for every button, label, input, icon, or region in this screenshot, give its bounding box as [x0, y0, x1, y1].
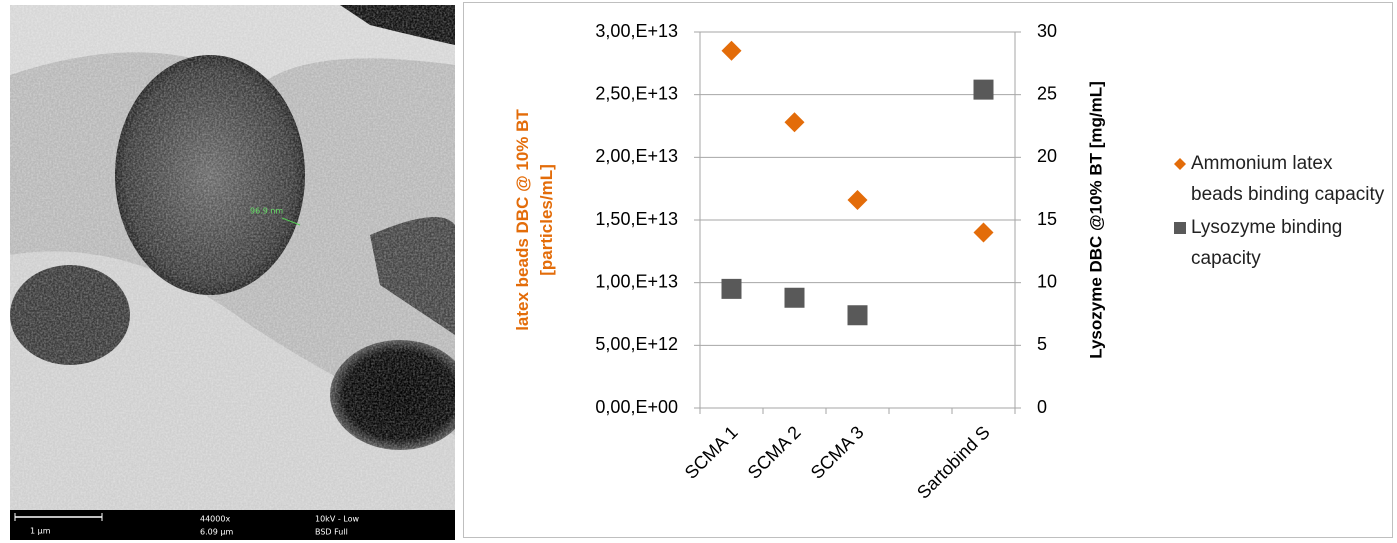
y-tick-label: 5,00,E+12: [595, 334, 678, 354]
legend-item: Lysozyme binding capacity: [1172, 212, 1387, 274]
x-tick-label: SCMA 1: [681, 422, 742, 483]
y-axis-title-line: [particles/mL]: [537, 164, 556, 275]
legend-marker: [1172, 220, 1188, 236]
legend-item: Ammonium latex beads binding capacity: [1172, 148, 1387, 210]
y-tick-label: 3,00,E+13: [595, 21, 678, 41]
y2-tick-label: 5: [1037, 334, 1047, 354]
y2-tick-label: 15: [1037, 209, 1057, 229]
legend-label: Ammonium latex beads binding capacity: [1191, 148, 1387, 210]
marker: [848, 190, 868, 210]
x-tick-label: Sartobind S: [913, 422, 994, 503]
y2-tick-label: 0: [1037, 397, 1047, 417]
y2-tick-label: 30: [1037, 21, 1057, 41]
y-tick-label: 0,00,E+00: [595, 397, 678, 417]
legend-swatch: [1174, 158, 1186, 170]
field-width: 6.09 µm: [200, 528, 233, 537]
y-axis-title-line: latex beads DBC @ 10% BT: [513, 109, 532, 331]
x-tick-label: SCMA 2: [744, 422, 805, 483]
marker: [722, 41, 742, 61]
y-tick-label: 1,50,E+13: [595, 209, 678, 229]
voltage: 10kV - Low: [315, 515, 359, 524]
measurement-label: 96.9 nm: [250, 207, 283, 216]
y2-tick-label: 20: [1037, 146, 1057, 166]
scale-label: 1 µm: [30, 527, 51, 536]
y2-axis-title: Lysozyme DBC @10% BT [mg/mL]: [1086, 81, 1105, 359]
marker: [974, 223, 994, 243]
legend-label: Lysozyme binding capacity: [1191, 212, 1387, 274]
y2-tick-label: 25: [1037, 83, 1057, 103]
legend-swatch: [1174, 222, 1186, 234]
y-tick-label: 2,00,E+13: [595, 146, 678, 166]
marker: [785, 112, 805, 132]
y-tick-label: 2,50,E+13: [595, 83, 678, 103]
y-tick-label: 1,00,E+13: [595, 271, 678, 291]
detector: BSD Full: [315, 528, 348, 537]
marker: [848, 305, 868, 325]
micrograph: 96.9 nm 1 µm 44000x 6.09 µm 10kV - Low B…: [10, 5, 455, 540]
magnification: 44000x: [200, 515, 230, 524]
marker: [974, 80, 994, 100]
legend-marker: [1172, 156, 1188, 172]
marker: [785, 288, 805, 308]
chart: 0,00,E+00 5,00,E+12 1,00,E+13 1,50,E+13 2,00…: [463, 0, 1163, 543]
x-tick-label: SCMA 3: [807, 422, 868, 483]
page: {"micrograph": {"measurement": "96.9 nm"…: [0, 0, 1397, 543]
y-axis-title: latex beads DBC @ 10% BT [particles/mL]: [513, 109, 556, 331]
y2-tick-label: 10: [1037, 271, 1057, 291]
marker: [722, 279, 742, 299]
